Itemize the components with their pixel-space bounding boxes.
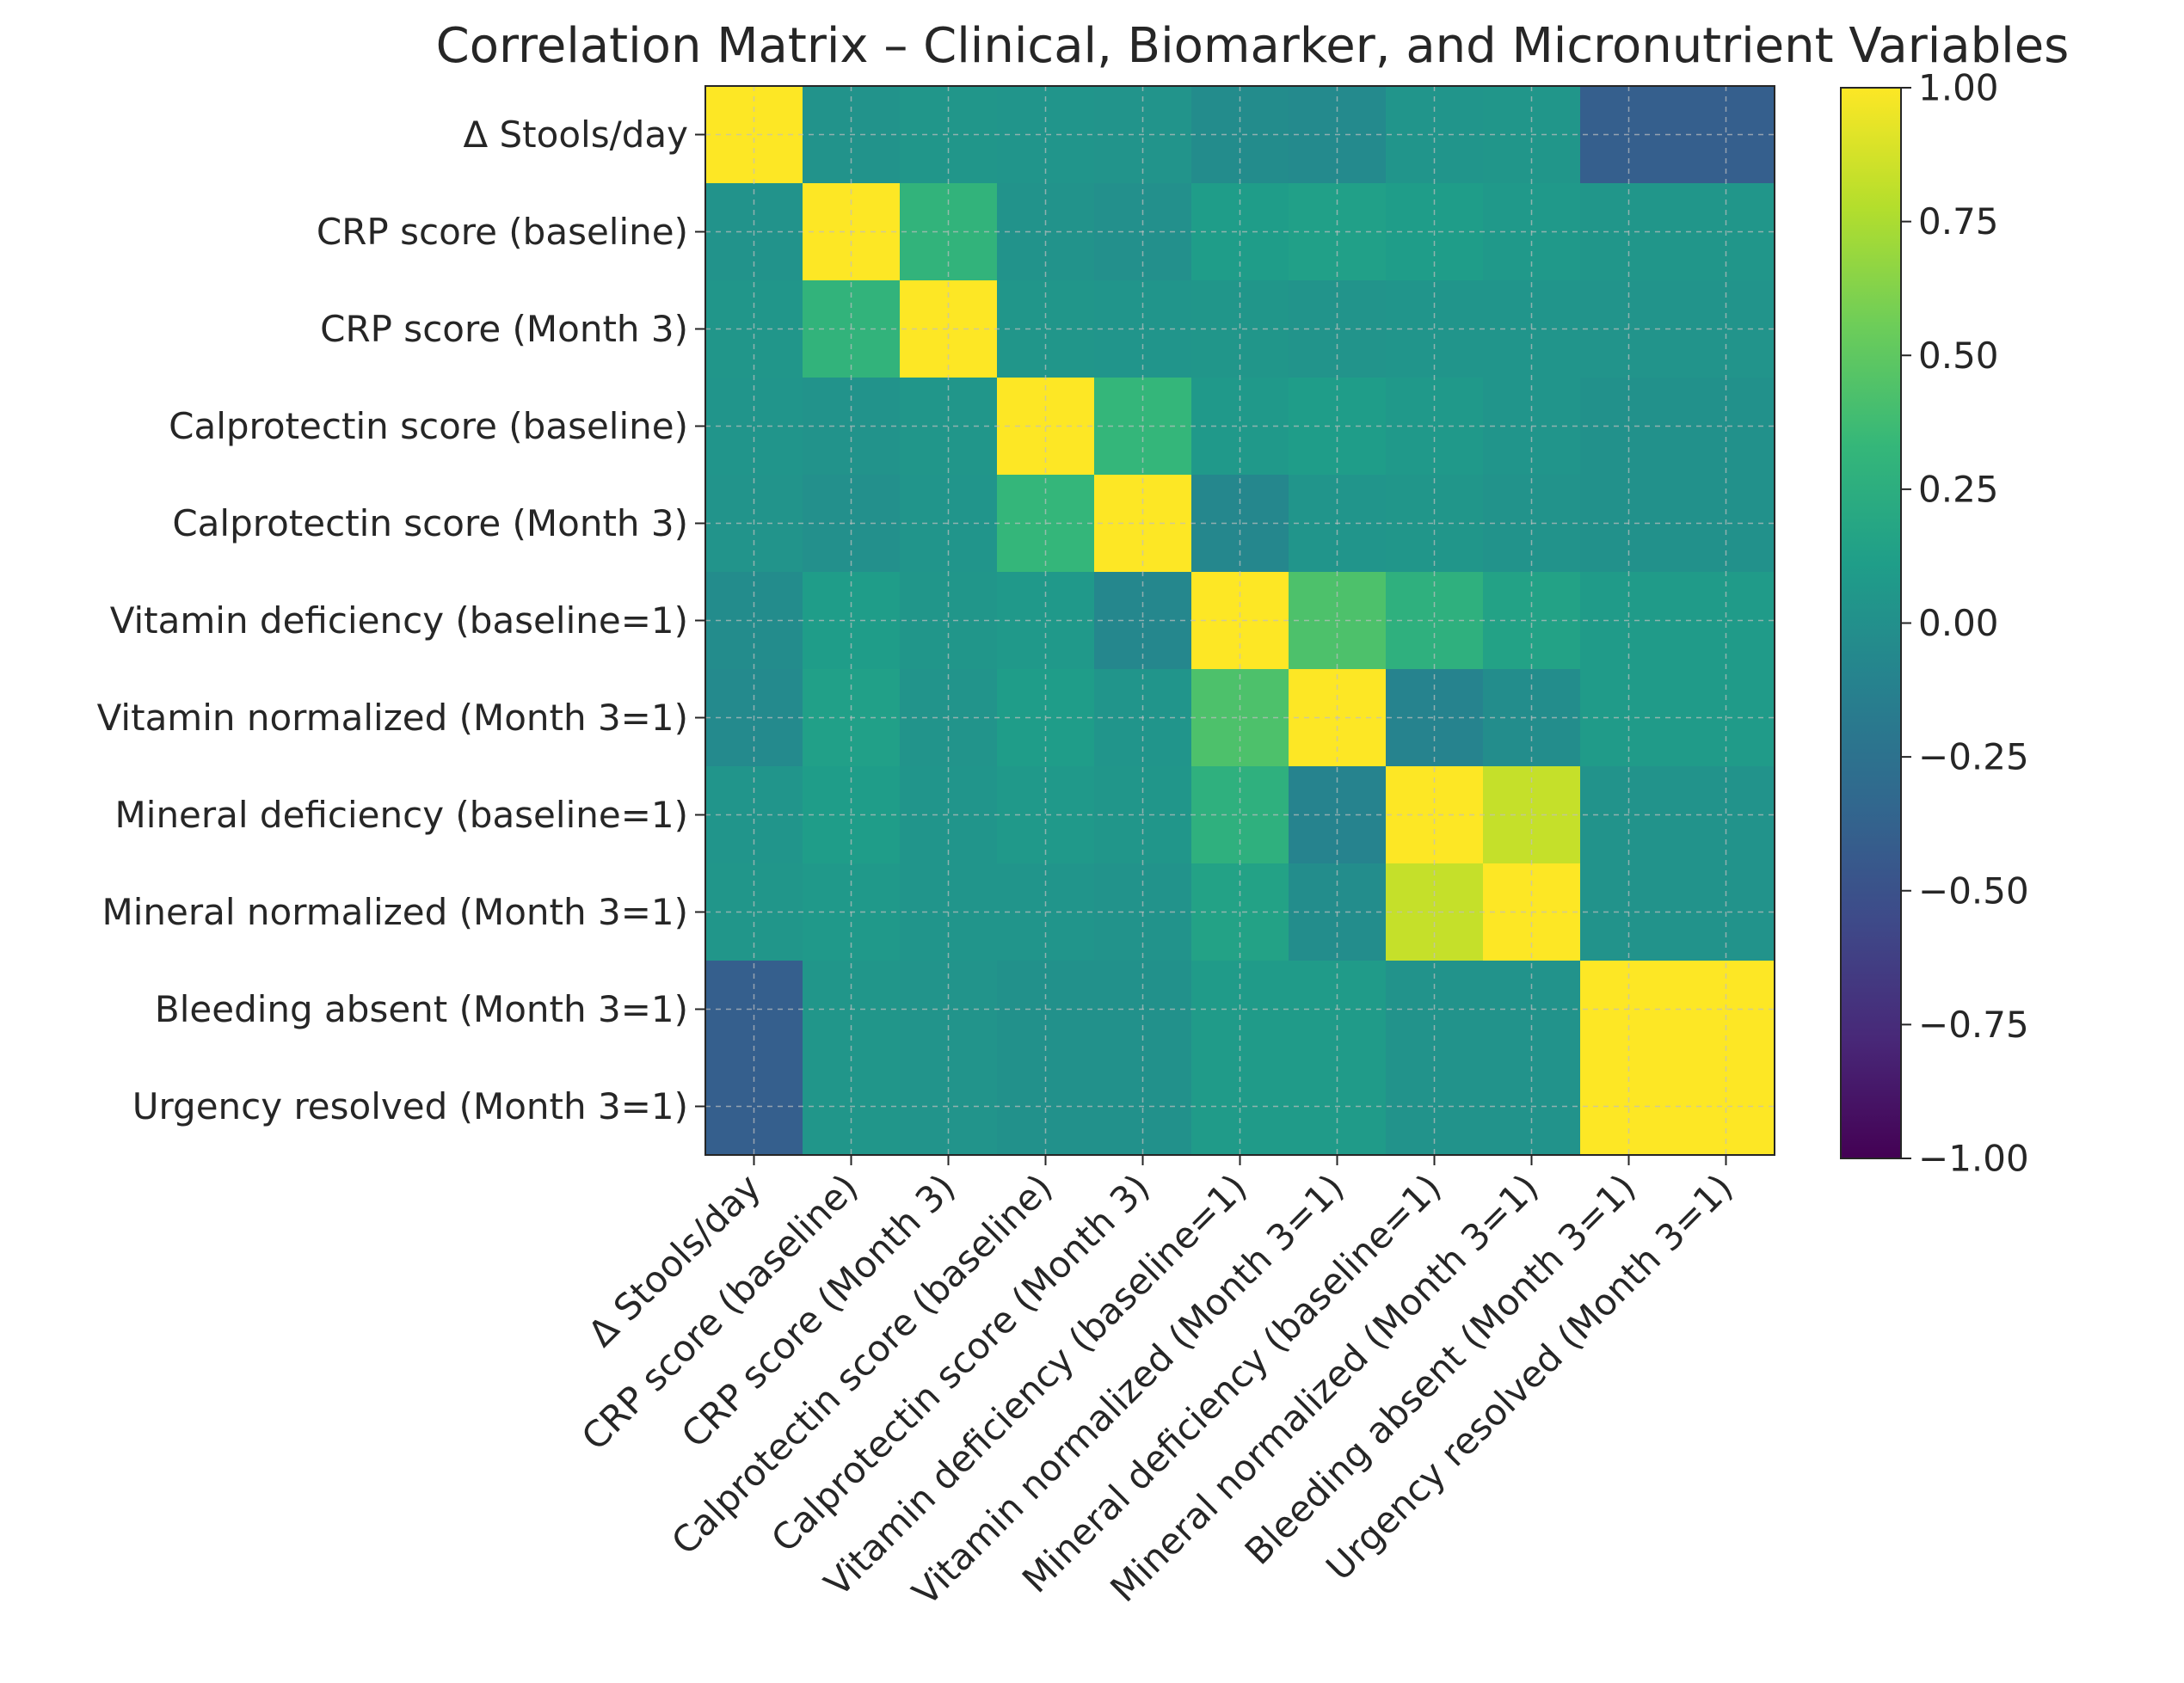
y-tick-label: Mineral deficiency (baseline=1) [115, 794, 688, 836]
heatmap-grid-lines [705, 86, 1775, 1155]
heatmap-cell-r5-c5 [1191, 572, 1289, 670]
colorbar-tick-label: 0.00 [1918, 602, 1999, 644]
colorbar-gradient [1840, 87, 1902, 1159]
heatmap-cell-r5-c0 [705, 572, 803, 670]
heatmap-cell-r0-c5 [1191, 86, 1289, 184]
y-tick-label: Vitamin deficiency (baseline=1) [110, 599, 688, 642]
colorbar-tick-label: 0.75 [1918, 200, 1999, 243]
colorbar-tick-label: −0.25 [1918, 736, 2029, 778]
colorbar-tick-label: 0.50 [1918, 335, 1999, 377]
colorbar-tick-label: −0.50 [1918, 869, 2029, 912]
y-tick-label: Δ Stools/day [463, 114, 688, 156]
colorbar-tick-label: −0.75 [1918, 1004, 2029, 1046]
colorbar: 1.00 0.75 0.50 0.25 0.00 −0.25 −0.50 −0.75 −1.00 [1840, 67, 2029, 1180]
x-tick-label: Δ Stools/day [580, 1166, 769, 1355]
y-tick-label: Calprotectin score (Month 3) [172, 502, 688, 544]
y-tick-label: Vitamin normalized (Month 3=1) [97, 697, 688, 739]
y-tick-label: Calprotectin score (baseline) [169, 405, 688, 447]
y-tick-label: Urgency resolved (Month 3=1) [132, 1085, 688, 1127]
colorbar-tick-label: 0.25 [1918, 468, 1999, 510]
y-tick-label: Bleeding absent (Month 3=1) [155, 988, 688, 1030]
heatmap-cell-r0-c0 [705, 86, 803, 184]
colorbar-tick-label: 1.00 [1918, 67, 1999, 109]
chart-title: Correlation Matrix – Clinical, Biomarker… [436, 18, 2070, 74]
y-axis-ticks: Δ Stools/day CRP score (baseline) CRP scor… [97, 114, 705, 1127]
y-tick-label: CRP score (Month 3) [320, 308, 688, 350]
y-tick-label: CRP score (baseline) [317, 211, 688, 253]
colorbar-tick-label: −1.00 [1918, 1138, 2029, 1180]
y-tick-label: Mineral normalized (Month 3=1) [102, 891, 688, 933]
